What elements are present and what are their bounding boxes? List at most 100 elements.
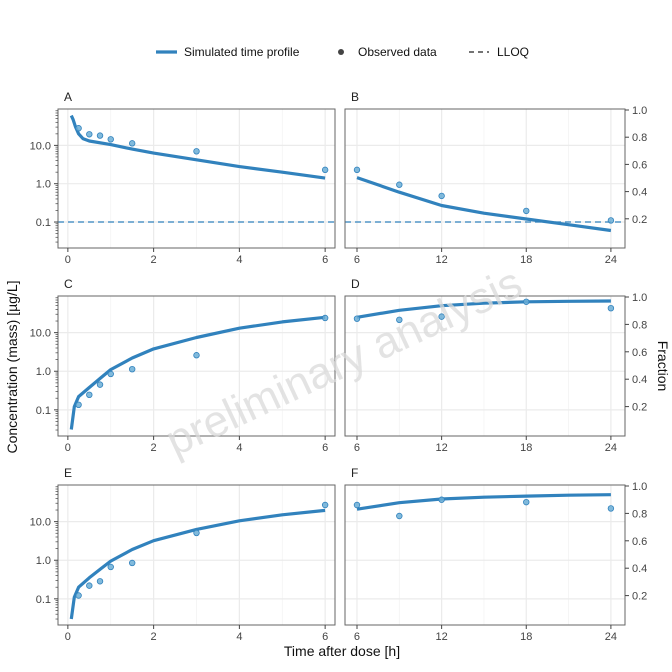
observed-point — [193, 352, 200, 359]
legend-point-swatch — [338, 49, 344, 55]
observed-point — [75, 592, 82, 599]
x-tick-label: 0 — [65, 631, 71, 643]
legend: Simulated time profile Observed data LLOQ — [156, 45, 529, 59]
observed-point — [193, 529, 200, 537]
y-right-tick-label: 0.6 — [632, 159, 647, 171]
x-tick-label: 6 — [354, 442, 360, 454]
x-tick-label: 12 — [435, 631, 447, 643]
simulated-line — [356, 176, 612, 233]
panel-border — [344, 108, 626, 249]
y-right-tick-label: 0.6 — [632, 347, 647, 359]
y-right-tick-label: 0.8 — [632, 132, 647, 144]
observed-point — [396, 512, 403, 520]
x-tick-label: 4 — [236, 442, 242, 454]
observed-point — [396, 316, 403, 324]
observed-point — [353, 315, 361, 322]
observed-point — [86, 582, 93, 589]
y-right-tick-label: 0.4 — [632, 563, 647, 575]
panel-f: F 6 12 18 24 0.2 0.4 0.6 0.8 1.0 — [344, 466, 647, 643]
observed-point — [523, 498, 530, 506]
x-tick-label: 2 — [151, 254, 157, 266]
observed-point — [128, 140, 136, 147]
panel-border — [57, 484, 336, 626]
panel-e: E 0 2 4 6 0.1 1.0 10.0 — [30, 466, 336, 643]
observed-point — [128, 365, 136, 373]
panel-label: B — [351, 90, 359, 104]
observed-point — [438, 192, 445, 200]
observed-point — [607, 505, 615, 512]
observed-point — [353, 501, 361, 509]
y-right-tick-label: 0.4 — [632, 374, 647, 386]
x-tick-label: 0 — [65, 442, 71, 454]
x-tick-label: 18 — [520, 254, 532, 266]
simulated-line — [356, 299, 611, 319]
x-tick-label: 18 — [520, 442, 532, 454]
panel-background — [345, 485, 625, 625]
x-tick-label: 6 — [354, 631, 360, 643]
y-right-tick-label: 1.0 — [632, 105, 647, 117]
observed-point — [96, 132, 104, 139]
panel-background — [345, 296, 625, 436]
observed-point — [523, 298, 530, 305]
panel-border — [344, 295, 626, 437]
y-right-tick-label: 1.0 — [632, 292, 647, 304]
panel-label: C — [64, 277, 73, 291]
y-right-tick-label: 0.6 — [632, 536, 647, 548]
x-tick-label: 4 — [236, 631, 242, 643]
x-tick-label: 6 — [322, 254, 328, 266]
y-right-tick-label: 1.0 — [632, 481, 647, 493]
y-tick-label: 0.1 — [36, 217, 51, 229]
observed-point — [523, 207, 530, 215]
x-tick-label: 2 — [151, 631, 157, 643]
x-tick-label: 4 — [236, 254, 242, 266]
x-tick-label: 6 — [322, 631, 328, 643]
x-axis-title: Time after dose [h] — [284, 643, 400, 659]
observed-point — [396, 181, 403, 188]
legend-label: Simulated time profile — [184, 45, 300, 59]
x-tick-label: 6 — [322, 442, 328, 454]
panel-border — [57, 108, 336, 249]
observed-point — [86, 391, 93, 399]
panel-border — [57, 295, 336, 437]
observed-point — [607, 304, 615, 312]
y-tick-label: 1.0 — [36, 555, 51, 567]
simulated-line — [69, 315, 326, 430]
panel-a: A 0 2 4 6 0.1 1.0 10.0 — [30, 90, 336, 266]
x-tick-label: 6 — [354, 254, 360, 266]
x-tick-label: 12 — [435, 254, 447, 266]
panel-label: F — [351, 466, 358, 480]
observed-point — [321, 166, 329, 174]
observed-point — [75, 125, 82, 132]
y-right-tick-label: 0.8 — [632, 508, 647, 520]
simulated-line — [356, 493, 611, 511]
observed-point — [353, 166, 361, 174]
observed-point — [96, 381, 104, 388]
x-tick-label: 24 — [605, 254, 617, 266]
observed-point — [86, 131, 93, 138]
simulated-line — [69, 508, 326, 620]
y-right-tick-label: 0.2 — [632, 591, 647, 603]
y-right-tick-label: 0.8 — [632, 319, 647, 331]
legend-label: LLOQ — [497, 45, 529, 59]
y-right-axis-title: Fraction — [655, 341, 671, 392]
observed-point — [438, 496, 445, 503]
panel-label: D — [351, 277, 360, 291]
observed-point — [107, 136, 114, 143]
observed-point — [96, 578, 104, 585]
y-tick-label: 10.0 — [30, 517, 51, 529]
y-tick-label: 1.0 — [36, 366, 51, 378]
y-tick-label: 1.0 — [36, 179, 51, 191]
observed-point — [107, 563, 114, 571]
panel-c: C 0 2 4 6 0.1 1.0 10.0 — [30, 277, 336, 454]
y-right-tick-label: 0.4 — [632, 187, 647, 199]
observed-point — [75, 401, 82, 409]
legend-label: Observed data — [358, 45, 437, 59]
observed-point — [128, 559, 136, 567]
panel-label: E — [64, 466, 72, 480]
observed-point — [193, 148, 200, 155]
y-right-tick-label: 0.2 — [632, 214, 647, 226]
panel-d: D 6 12 18 24 0.2 0.4 0.6 0.8 1.0 — [344, 277, 647, 454]
x-tick-label: 2 — [151, 442, 157, 454]
observed-point — [438, 313, 445, 320]
